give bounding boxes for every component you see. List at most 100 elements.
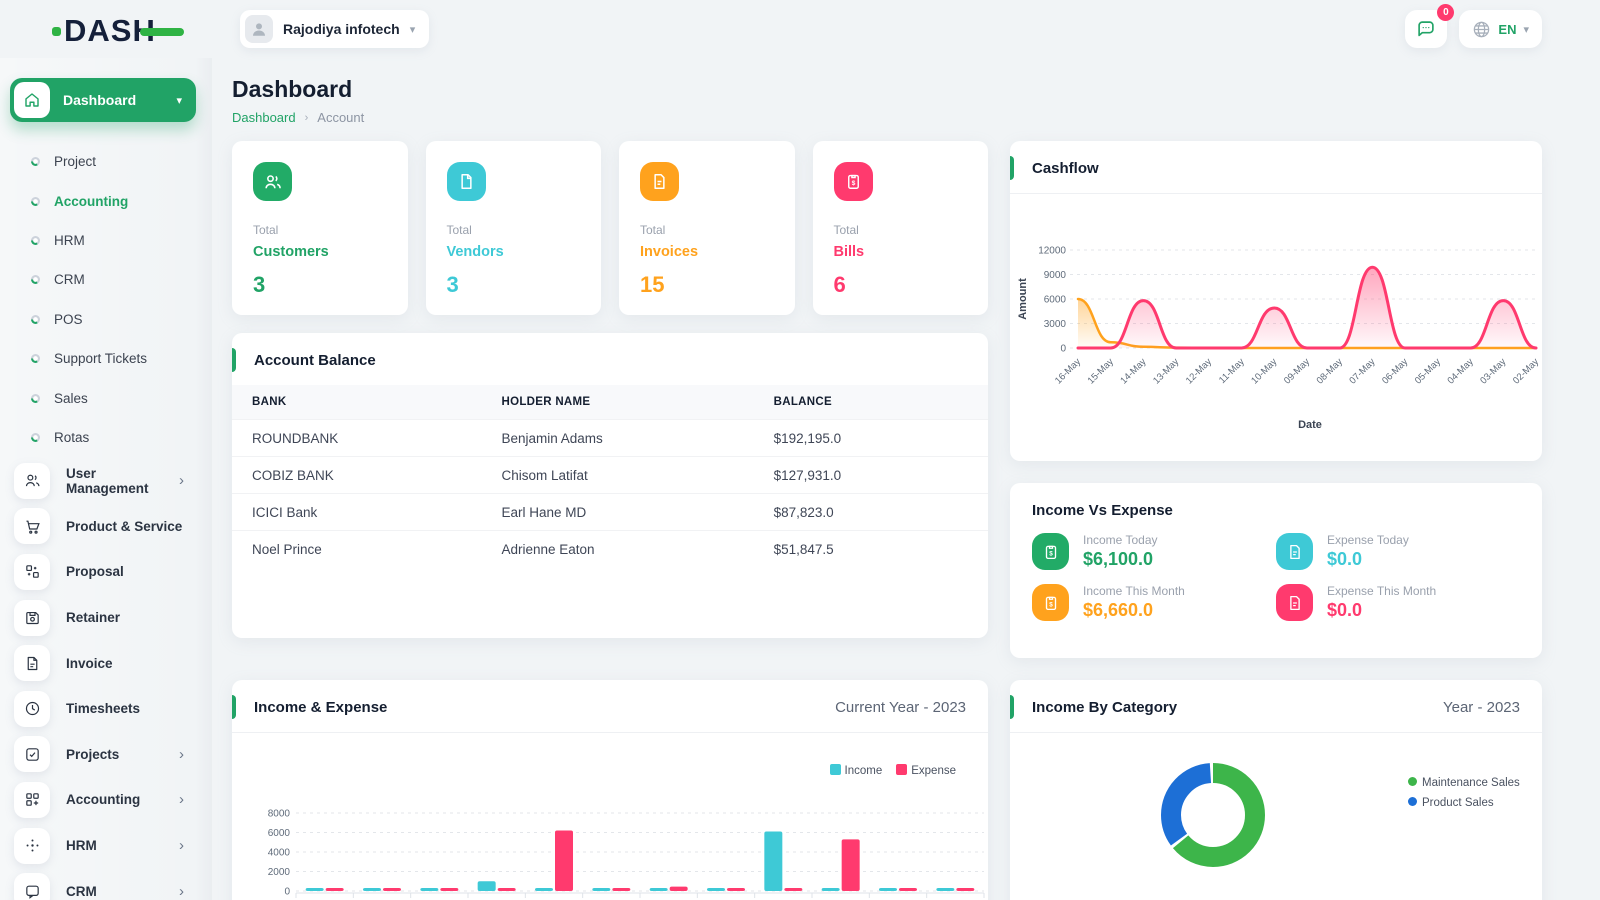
expense-today-item: Expense Today $0.0 <box>1276 533 1520 570</box>
globe-icon <box>1474 21 1490 37</box>
cell-balance: $51,847.5 <box>753 530 988 567</box>
chat-square-icon <box>14 873 50 900</box>
sidebar-item-hrm[interactable]: HRM › <box>0 823 212 869</box>
clock-icon <box>14 690 50 727</box>
chevron-down-icon: ▾ <box>1523 23 1529 36</box>
sidebar-subitem-sales[interactable]: Sales <box>0 378 212 417</box>
svg-text:05-May: 05-May <box>1413 356 1443 386</box>
stat-name: Bills <box>833 244 865 260</box>
table-row: ROUNDBANK Benjamin Adams $192,195.0 <box>232 419 988 457</box>
hrm-icon <box>14 827 50 864</box>
subitem-label: Rotas <box>54 429 90 445</box>
table-row: COBIZ BANK Chisom Latifat $127,931.0 <box>232 456 988 494</box>
income-vs-expense-card: Income Vs Expense $ Income Today $6,100.0… <box>1010 483 1542 658</box>
proposal-icon <box>14 553 50 590</box>
breadcrumb-dashboard[interactable]: Dashboard <box>232 110 296 125</box>
chart-legend: Maintenance Sales Product Sales <box>1408 777 1520 809</box>
cell-holder: Chisom Latifat <box>481 456 754 494</box>
income-this-month-item: $ Income This Month $6,660.0 <box>1032 584 1276 621</box>
menu-item-label: User Management <box>66 465 149 496</box>
app-logo[interactable]: DASH <box>52 13 184 49</box>
menu-item-label: Timesheets <box>66 701 141 717</box>
legend-product-sales: Product Sales <box>1408 797 1520 809</box>
cell-bank: ICICI Bank <box>232 493 482 531</box>
chevron-right-icon: › <box>179 882 184 900</box>
menu-item-label: CRM <box>66 883 97 899</box>
file-icon <box>446 162 486 201</box>
menu-item-label: Proposal <box>66 564 124 580</box>
stat-value: 3 <box>253 272 266 297</box>
sidebar-subitem-hrm[interactable]: HRM <box>0 221 212 260</box>
svg-text:11-May: 11-May <box>1217 356 1247 386</box>
bullet-icon <box>31 275 40 285</box>
logo-text: DASH <box>64 13 156 48</box>
card-title: Account Balance <box>254 352 376 369</box>
sidebar-subitem-project[interactable]: Project <box>0 142 212 181</box>
grid-plus-icon <box>14 781 50 818</box>
stat-total-label: Total <box>833 223 859 237</box>
sidebar-item-product-service[interactable]: Product & Service <box>0 504 212 550</box>
sidebar-item-retainer[interactable]: Retainer <box>0 595 212 641</box>
file-icon <box>1276 584 1313 621</box>
menu-item-label: Invoice <box>66 655 113 671</box>
sidebar-item-crm[interactable]: CRM › <box>0 868 212 900</box>
language-selector[interactable]: EN ▾ <box>1459 10 1542 48</box>
chevron-right-icon: › <box>304 111 309 124</box>
sidebar-item-proposal[interactable]: Proposal <box>0 549 212 595</box>
svg-text:16-May: 16-May <box>1053 356 1083 386</box>
sidebar-subitem-pos[interactable]: POS <box>0 300 212 339</box>
legend-swatch <box>896 764 908 775</box>
bullet-icon <box>31 432 40 442</box>
income-by-category-card: Income By Category Year - 2023 Maintenan… <box>1010 680 1542 900</box>
legend-maintenance-sales: Maintenance Sales <box>1408 777 1520 789</box>
metric-value: $0.0 <box>1327 549 1363 569</box>
svg-text:9000: 9000 <box>1044 270 1067 281</box>
cell-bank: ROUNDBANK <box>232 419 482 457</box>
messages-button[interactable]: 0 <box>1405 4 1455 48</box>
retainer-icon <box>14 599 50 636</box>
menu-item-label: Projects <box>66 746 120 762</box>
svg-text:Amount: Amount <box>1017 278 1029 320</box>
sidebar-item-user-management[interactable]: User Management › <box>0 458 212 504</box>
menu-item-label: HRM <box>66 838 97 854</box>
dashboard-submenu: Project Accounting HRM CRM POS Support T… <box>0 142 212 457</box>
chevron-right-icon: › <box>179 791 184 809</box>
subitem-label: Support Tickets <box>54 351 148 367</box>
sidebar-item-invoice[interactable]: Invoice <box>0 640 212 686</box>
income-today-item: $ Income Today $6,100.0 <box>1032 533 1276 570</box>
card-title: Income By Category <box>1032 699 1178 716</box>
sidebar-item-timesheets[interactable]: Timesheets <box>0 686 212 732</box>
svg-text:12-May: 12-May <box>1184 356 1214 386</box>
sidebar-subitem-accounting[interactable]: Accounting <box>0 181 212 220</box>
column-header-bank: BANK <box>232 385 482 420</box>
sidebar-subitem-crm[interactable]: CRM <box>0 260 212 299</box>
svg-text:08-May: 08-May <box>1315 356 1345 386</box>
period-label: Current Year - 2023 <box>835 699 966 716</box>
stat-card-bills: $ Total Bills 6 <box>812 141 988 315</box>
workspace-switcher[interactable]: Rajodiya infotech ▾ <box>240 10 430 48</box>
page-title: Dashboard <box>232 76 353 102</box>
sidebar-subitem-rotas[interactable]: Rotas <box>0 418 212 457</box>
metric-label: Expense Today <box>1327 533 1409 547</box>
breadcrumb-current: Account <box>317 110 365 125</box>
sidebar-subitem-support-tickets[interactable]: Support Tickets <box>0 339 212 378</box>
file-icon <box>1276 533 1313 570</box>
chevron-right-icon: › <box>179 745 184 763</box>
subitem-label: Project <box>54 154 97 170</box>
sidebar-item-accounting[interactable]: Accounting › <box>0 777 212 823</box>
sidebar-item-dashboard-active[interactable]: Dashboard ▾ <box>10 78 196 122</box>
stat-total-label: Total <box>446 223 472 237</box>
subitem-label: POS <box>54 311 83 327</box>
sidebar-item-projects[interactable]: Projects › <box>0 732 212 778</box>
avatar <box>245 15 273 43</box>
card-title: Income & Expense <box>254 699 388 716</box>
bullet-icon <box>31 393 40 403</box>
metric-value: $6,660.0 <box>1083 600 1154 620</box>
cell-holder: Adrienne Eaton <box>481 530 754 567</box>
stat-name: Vendors <box>446 244 504 260</box>
stat-total-label: Total <box>253 223 279 237</box>
svg-text:$: $ <box>851 180 855 187</box>
cell-balance: $127,931.0 <box>753 456 988 494</box>
svg-text:04-May: 04-May <box>1446 356 1476 386</box>
income-expense-card: Income & Expense Current Year - 2023 Inc… <box>232 680 988 900</box>
